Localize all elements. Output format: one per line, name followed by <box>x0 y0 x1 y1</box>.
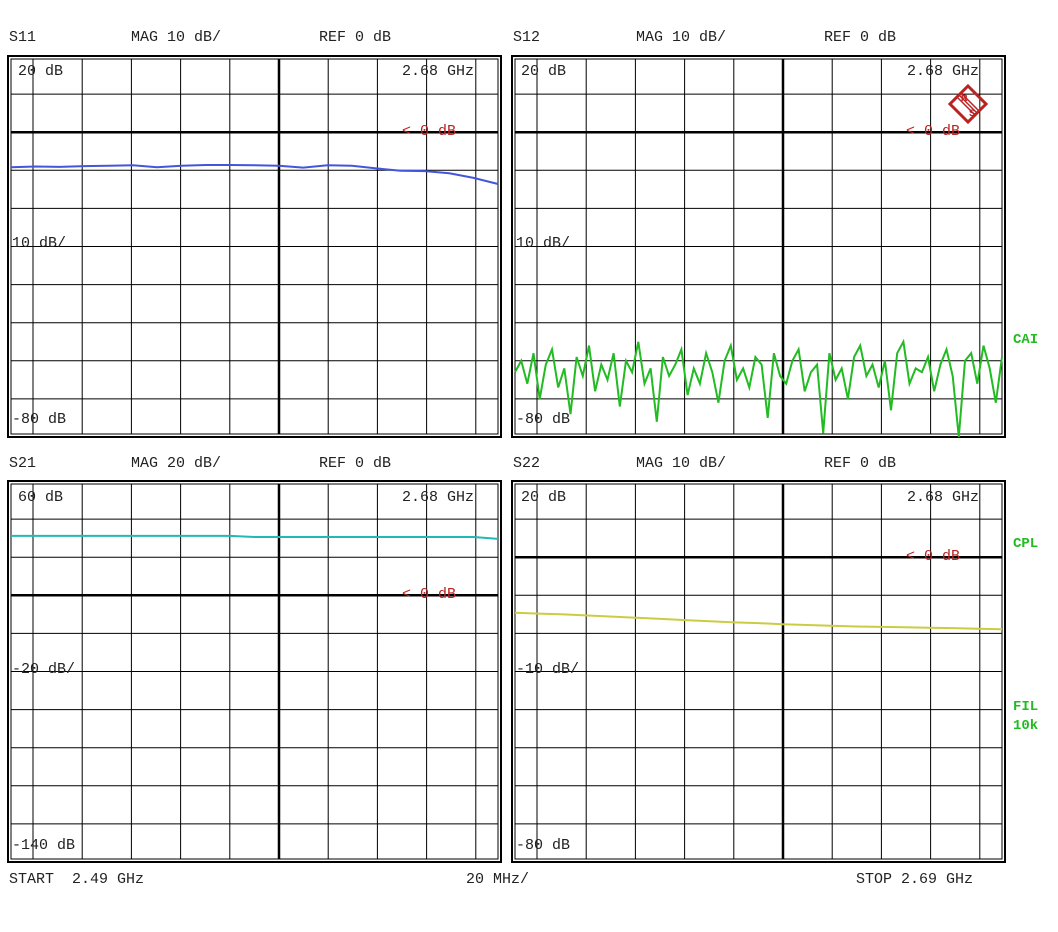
s12-ref: REF 0 dB <box>824 29 897 46</box>
s22-scale-label: -10 dB/ <box>516 661 580 678</box>
s11-bottom-label: -80 dB <box>12 411 67 428</box>
s11-top-label: 20 dB <box>18 63 64 80</box>
stop-frequency: STOP 2.69 GHz <box>856 871 974 888</box>
s11-scale-label: 10 dB/ <box>12 235 67 252</box>
s21-ref-marker-label: 0 dB <box>420 586 457 603</box>
svg-text:R: R <box>961 93 968 103</box>
s21-ref-marker: < 0 dB <box>402 586 457 603</box>
rohde-schwarz-logo: R S <box>948 84 988 124</box>
s12-format: MAG 10 dB/ <box>636 29 727 46</box>
s11-ref-marker: < 0 dB <box>402 123 457 140</box>
s12-marker-label: 2.68 GHz <box>907 63 980 80</box>
s21-top-label: 60 dB <box>18 489 64 506</box>
s12-ref-marker: < 0 dB <box>906 123 961 140</box>
s11-trace <box>10 164 499 185</box>
cal-label: CAI <box>1013 332 1039 348</box>
s12-top-label: 20 dB <box>521 63 567 80</box>
s11-ref-marker-label: 0 dB <box>420 123 457 140</box>
s12-scale-label: 10 dB/ <box>516 235 571 252</box>
s12-bottom-label: -80 dB <box>516 411 571 428</box>
s22-trace <box>514 611 1003 631</box>
span-per-div: 20 MHz/ <box>466 871 530 888</box>
s12-title: S12 <box>513 29 541 46</box>
s12-trace <box>514 338 1003 438</box>
s12-ref-marker-label: 0 dB <box>924 123 961 140</box>
s22-format: MAG 10 dB/ <box>636 455 727 472</box>
s22-title: S22 <box>513 455 541 472</box>
s22-ref: REF 0 dB <box>824 455 897 472</box>
s11-marker-label: 2.68 GHz <box>402 63 475 80</box>
s22-ref-marker: < 0 dB <box>906 548 961 565</box>
s21-marker-label: 2.68 GHz <box>402 489 475 506</box>
s22-bottom-label: -80 dB <box>516 837 571 854</box>
s21-ref: REF 0 dB <box>319 455 392 472</box>
fil-bandwidth-label: 10k <box>1013 718 1039 734</box>
s21-bottom-label: -140 dB <box>12 837 76 854</box>
s21-format: MAG 20 dB/ <box>131 455 222 472</box>
s11-ref: REF 0 dB <box>319 29 392 46</box>
start-frequency: START 2.49 GHz <box>9 871 145 888</box>
s11-format: MAG 10 dB/ <box>131 29 222 46</box>
fil-label: FIL <box>1013 699 1039 715</box>
svg-text:S: S <box>969 108 975 118</box>
s22-ref-marker-label: 0 dB <box>924 548 961 565</box>
s21-title: S21 <box>9 455 37 472</box>
s22-top-label: 20 dB <box>521 489 567 506</box>
s22-marker-label: 2.68 GHz <box>907 489 980 506</box>
s11-title: S11 <box>9 29 37 46</box>
s21-trace <box>11 534 499 540</box>
s21-scale-label: -20 dB/ <box>12 661 76 678</box>
cpl-label: CPL <box>1013 536 1039 552</box>
